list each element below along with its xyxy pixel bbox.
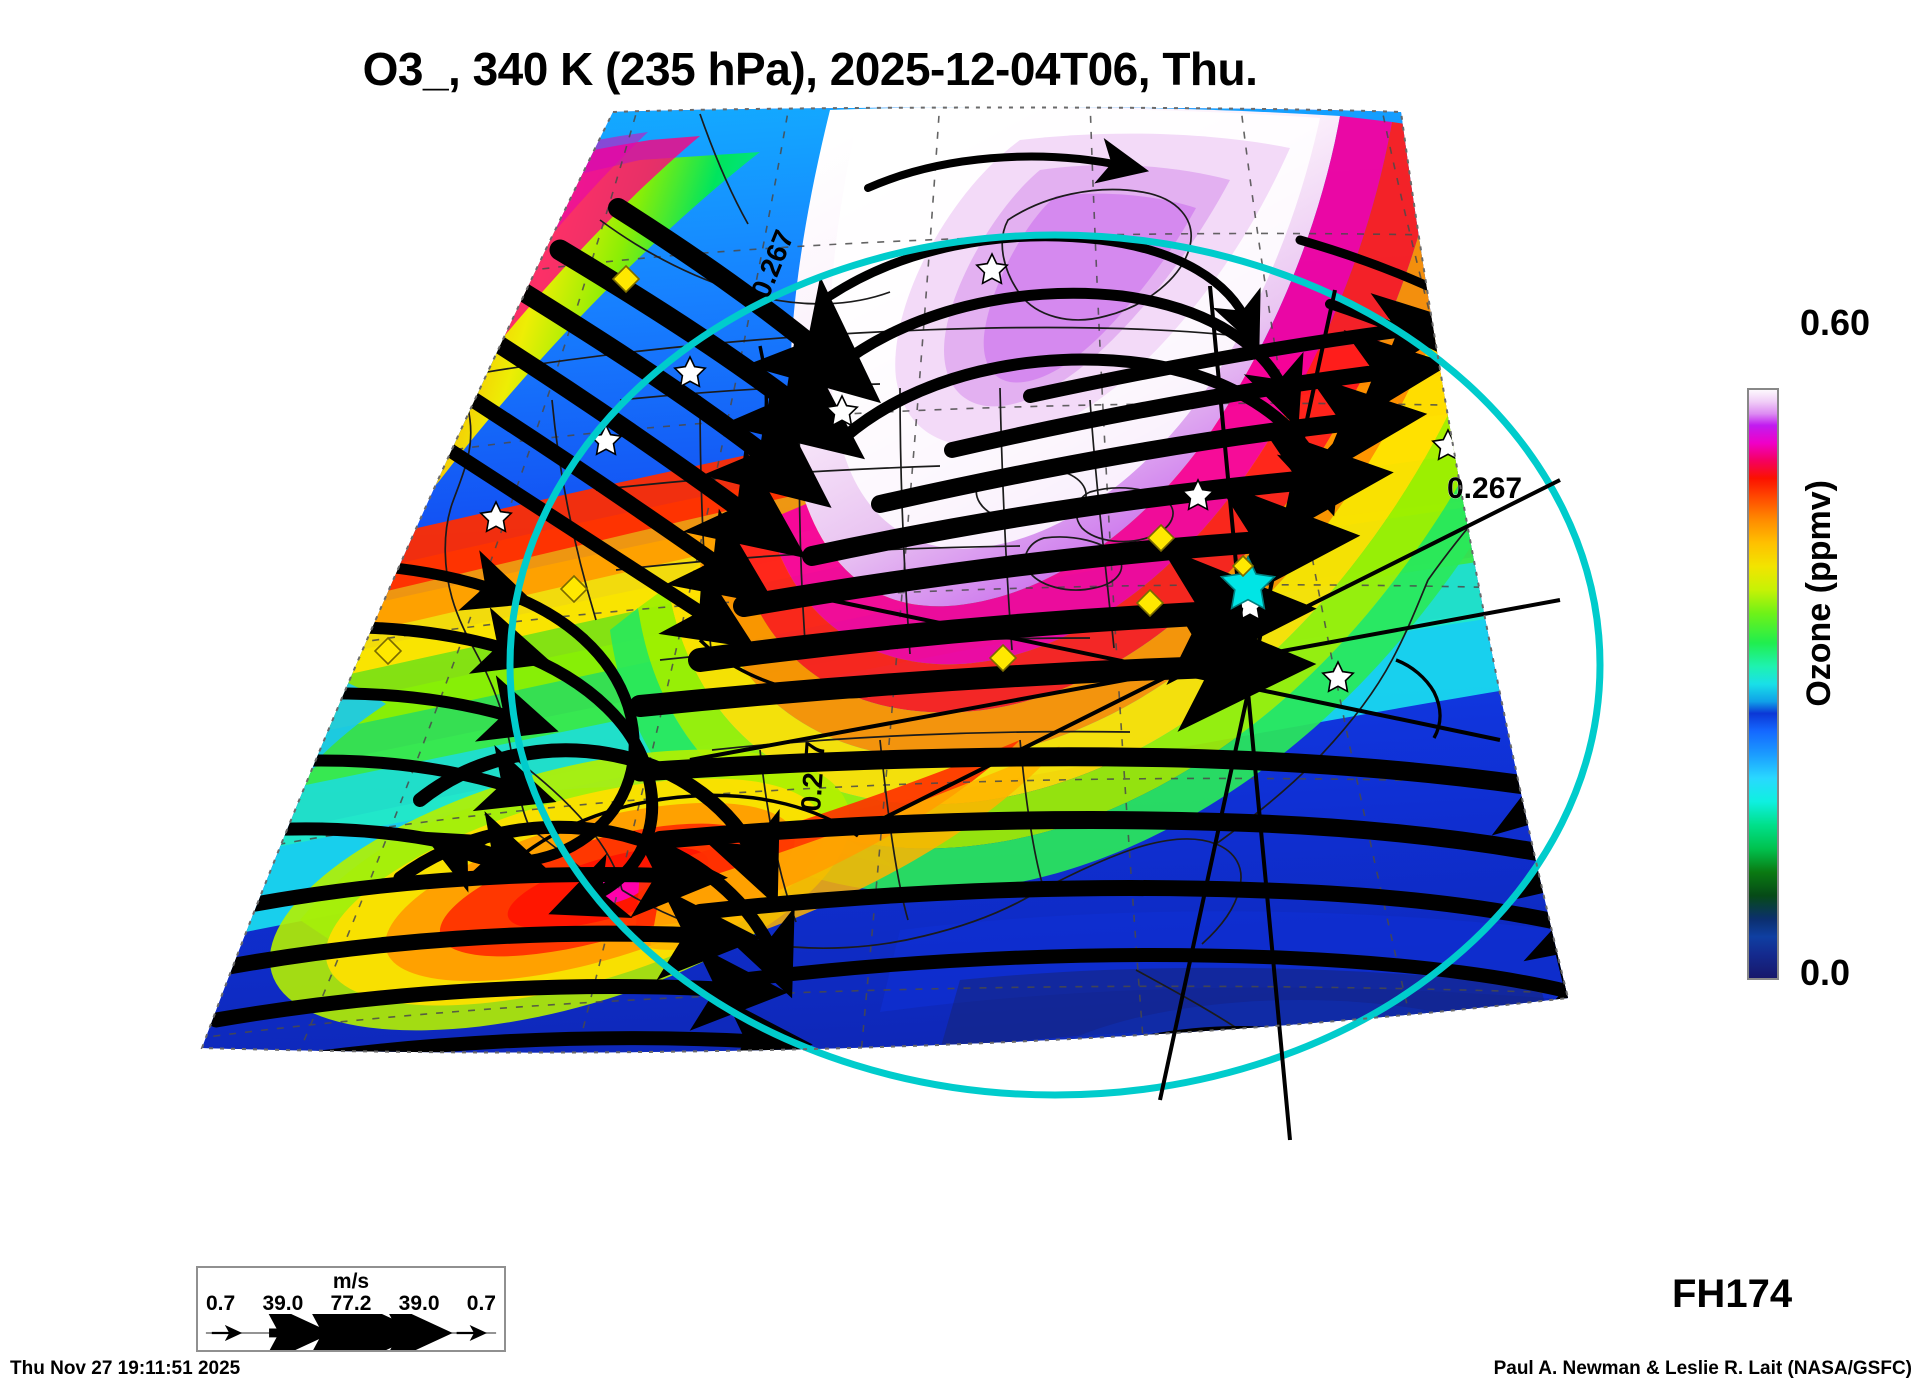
colorbar-axis-title: Ozone (ppmv): [1800, 480, 1838, 707]
author-credits: Paul A. Newman & Leslie R. Lait (NASA/GS…: [1493, 1358, 1912, 1379]
map-panel[interactable]: 0.267 0.267 0.267: [0, 100, 1700, 1200]
wind-legend-units: m/s: [332, 1270, 370, 1293]
wind-legend-ticks: 0.7 39.0 77.2 39.0 0.7: [206, 1292, 496, 1316]
colorbar-max-label: 0.60: [1800, 302, 1871, 343]
page-title: O3_, 340 K (235 hPa), 2025-12-04T06, Thu…: [362, 43, 1258, 95]
range-ring[interactable]: [506, 231, 1604, 1099]
map-boundary: [200, 106, 1570, 1054]
track-markers[interactable]: [373, 264, 1255, 673]
wind-tick-1: 39.0: [262, 1292, 304, 1315]
range-ring-overlay[interactable]: [506, 231, 1604, 1099]
wind-tick-0: 0.7: [206, 1292, 236, 1315]
generation-timestamp: Thu Nov 27 19:11:51 2025: [10, 1358, 241, 1379]
cyan-star-center[interactable]: [1219, 555, 1277, 610]
forecast-hour-label: FH174: [1672, 1272, 1793, 1316]
wind-tick-3: 39.0: [398, 1292, 440, 1315]
wind-speed-legend: m/s 0.7 39.0 77.2 39.0 0.7: [196, 1266, 506, 1352]
colorbar[interactable]: [1747, 388, 1779, 980]
wind-tick-2: 77.2: [330, 1292, 372, 1315]
radial-lines: [689, 285, 1561, 1141]
map-canvas[interactable]: 0.267 0.267 0.267: [0, 100, 1700, 1200]
contour-label-1: 0.267: [1447, 472, 1522, 505]
wind-streamlines: [202, 138, 1568, 1053]
contour-label-3: 0.267: [795, 740, 831, 812]
wind-tick-4: 0.7: [466, 1292, 496, 1315]
colorbar-min-label: 0.0: [1800, 952, 1851, 993]
wind-legend-arrows: [205, 1314, 497, 1350]
